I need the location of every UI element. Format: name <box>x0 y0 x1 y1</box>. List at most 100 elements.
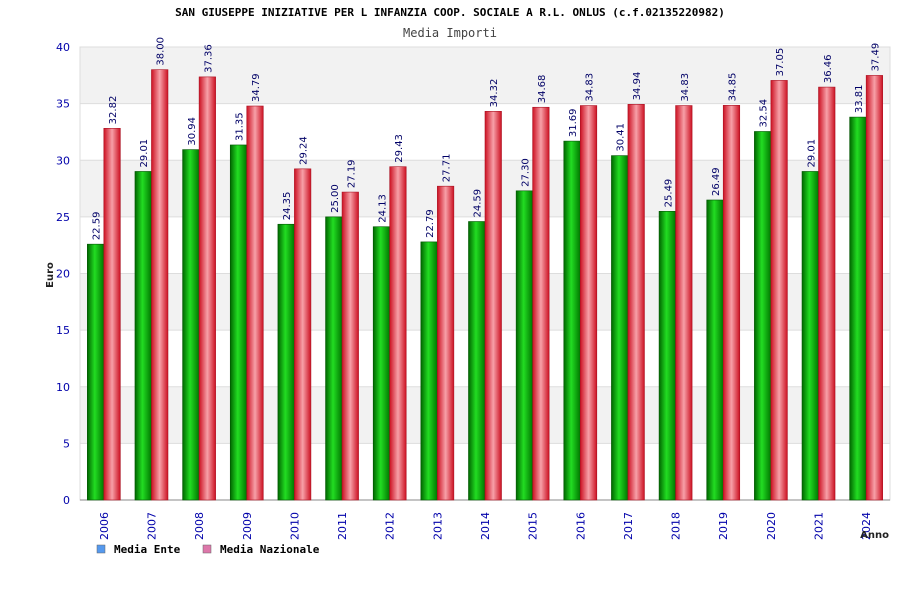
data-label: 37.05 <box>775 48 786 77</box>
legend-label-media-ente: Media Ente <box>114 543 181 556</box>
bar-media-ente <box>563 140 581 501</box>
bar-media-ente <box>134 171 152 501</box>
value-labels: 22.59 32.82 29.01 38.00 30.94 37.36 31.35 34.79… <box>92 37 882 240</box>
x-tick-label: 2010 <box>288 512 301 540</box>
data-label: 29.01 <box>139 139 150 168</box>
bar-media-ente <box>849 116 867 501</box>
y-tick-label: 15 <box>56 324 70 337</box>
data-label: 37.36 <box>203 44 214 73</box>
y-tick-label: 40 <box>56 41 70 54</box>
bar-media-ente <box>325 216 343 501</box>
x-tick-label: 2011 <box>336 512 349 540</box>
data-label: 33.81 <box>854 84 865 113</box>
legend-label-media-nazionale: Media Nazionale <box>220 543 320 556</box>
bar-media-ente <box>182 149 200 501</box>
bar-media-ente <box>229 144 248 501</box>
bar-media-nazionale <box>865 75 883 501</box>
x-tick-label: 2012 <box>384 512 397 540</box>
data-label: 34.79 <box>251 73 262 102</box>
chart-title: SAN GIUSEPPE INIZIATIVE PER L INFANZIA C… <box>175 6 725 19</box>
x-tick-label: 2017 <box>622 512 635 540</box>
bar-media-ente <box>87 243 105 501</box>
bar-media-nazionale <box>389 166 407 501</box>
y-axis-title: Euro <box>45 262 56 288</box>
bar-media-nazionale <box>627 104 645 501</box>
data-label: 22.59 <box>92 212 103 241</box>
data-label: 34.68 <box>537 75 548 104</box>
bar-media-nazionale <box>341 191 359 501</box>
data-label: 34.32 <box>489 79 500 108</box>
bar-media-nazionale <box>770 80 788 501</box>
bar-media-ente <box>801 171 819 501</box>
bar-media-nazionale <box>579 105 598 501</box>
data-label: 27.71 <box>442 154 453 183</box>
x-tick-label: 2021 <box>813 512 826 540</box>
bar-media-ente <box>468 221 486 501</box>
y-tick-label: 5 <box>63 437 70 450</box>
data-label: 29.24 <box>299 136 310 165</box>
bar-media-ente <box>706 199 724 501</box>
legend: Media Ente Media Nazionale <box>96 543 320 556</box>
bar-media-nazionale <box>675 105 693 501</box>
bar-media-ente <box>277 223 295 501</box>
x-axis-title: Anno <box>860 530 889 541</box>
y-tick-label: 0 <box>63 494 70 507</box>
bar-media-ente <box>611 155 629 501</box>
data-label: 37.49 <box>870 43 881 72</box>
x-tick-label: 2014 <box>479 512 492 540</box>
data-label: 27.30 <box>520 158 531 187</box>
data-label: 30.41 <box>616 123 627 152</box>
bar-media-ente <box>372 226 391 501</box>
data-label: 24.35 <box>282 192 293 221</box>
x-tick-label: 2016 <box>574 512 587 540</box>
y-axis-ticks: 0 5 10 15 20 25 30 35 40 <box>56 41 70 507</box>
x-tick-label: 2018 <box>670 512 683 540</box>
bar-media-nazionale <box>198 76 216 501</box>
x-tick-label: 2013 <box>431 512 444 540</box>
y-tick-label: 35 <box>56 98 70 111</box>
bar-media-nazionale <box>151 69 169 501</box>
bar-media-nazionale <box>484 111 502 501</box>
bar-media-nazionale <box>294 168 312 501</box>
bar-media-ente <box>515 190 533 501</box>
x-axis-ticks: 2006 2007 2008 2009 2010 2011 2012 2013 2014 2015… <box>98 512 873 540</box>
y-tick-label: 10 <box>56 381 70 394</box>
data-label: 27.19 <box>346 159 357 188</box>
data-label: 30.94 <box>187 117 198 146</box>
data-label: 31.35 <box>235 112 246 141</box>
data-label: 32.54 <box>759 99 770 128</box>
data-label: 29.01 <box>806 139 817 168</box>
data-label: 22.79 <box>425 209 436 238</box>
data-label: 29.43 <box>394 134 405 163</box>
bar-media-ente <box>658 211 676 501</box>
data-label: 24.59 <box>473 189 484 218</box>
data-label: 34.85 <box>727 73 738 102</box>
x-tick-label: 2007 <box>145 512 158 540</box>
data-label: 24.13 <box>377 194 388 223</box>
x-tick-label: 2015 <box>527 512 540 540</box>
data-label: 34.83 <box>585 73 596 102</box>
data-label: 36.46 <box>823 54 834 83</box>
bar-media-nazionale <box>437 185 455 501</box>
x-tick-label: 2020 <box>765 512 778 540</box>
bar-media-ente <box>754 131 772 501</box>
bar-media-nazionale <box>532 106 550 501</box>
chart-subtitle: Media Importi <box>403 26 497 40</box>
data-label: 31.69 <box>568 108 579 137</box>
bars <box>87 69 883 501</box>
data-label: 32.82 <box>108 96 119 125</box>
legend-swatch-media-ente <box>96 544 106 554</box>
x-tick-label: 2019 <box>717 512 730 540</box>
bar-media-ente <box>420 241 438 501</box>
data-label: 34.94 <box>632 72 643 101</box>
bar-media-nazionale <box>818 86 836 501</box>
bar-media-nazionale <box>246 105 264 501</box>
data-label: 26.49 <box>711 167 722 196</box>
y-tick-label: 25 <box>56 211 70 224</box>
data-label: 38.00 <box>156 37 167 66</box>
y-tick-label: 20 <box>56 268 70 281</box>
x-tick-label: 2009 <box>241 512 254 540</box>
x-tick-label: 2024 <box>860 512 873 540</box>
legend-swatch-media-nazionale <box>202 544 212 554</box>
